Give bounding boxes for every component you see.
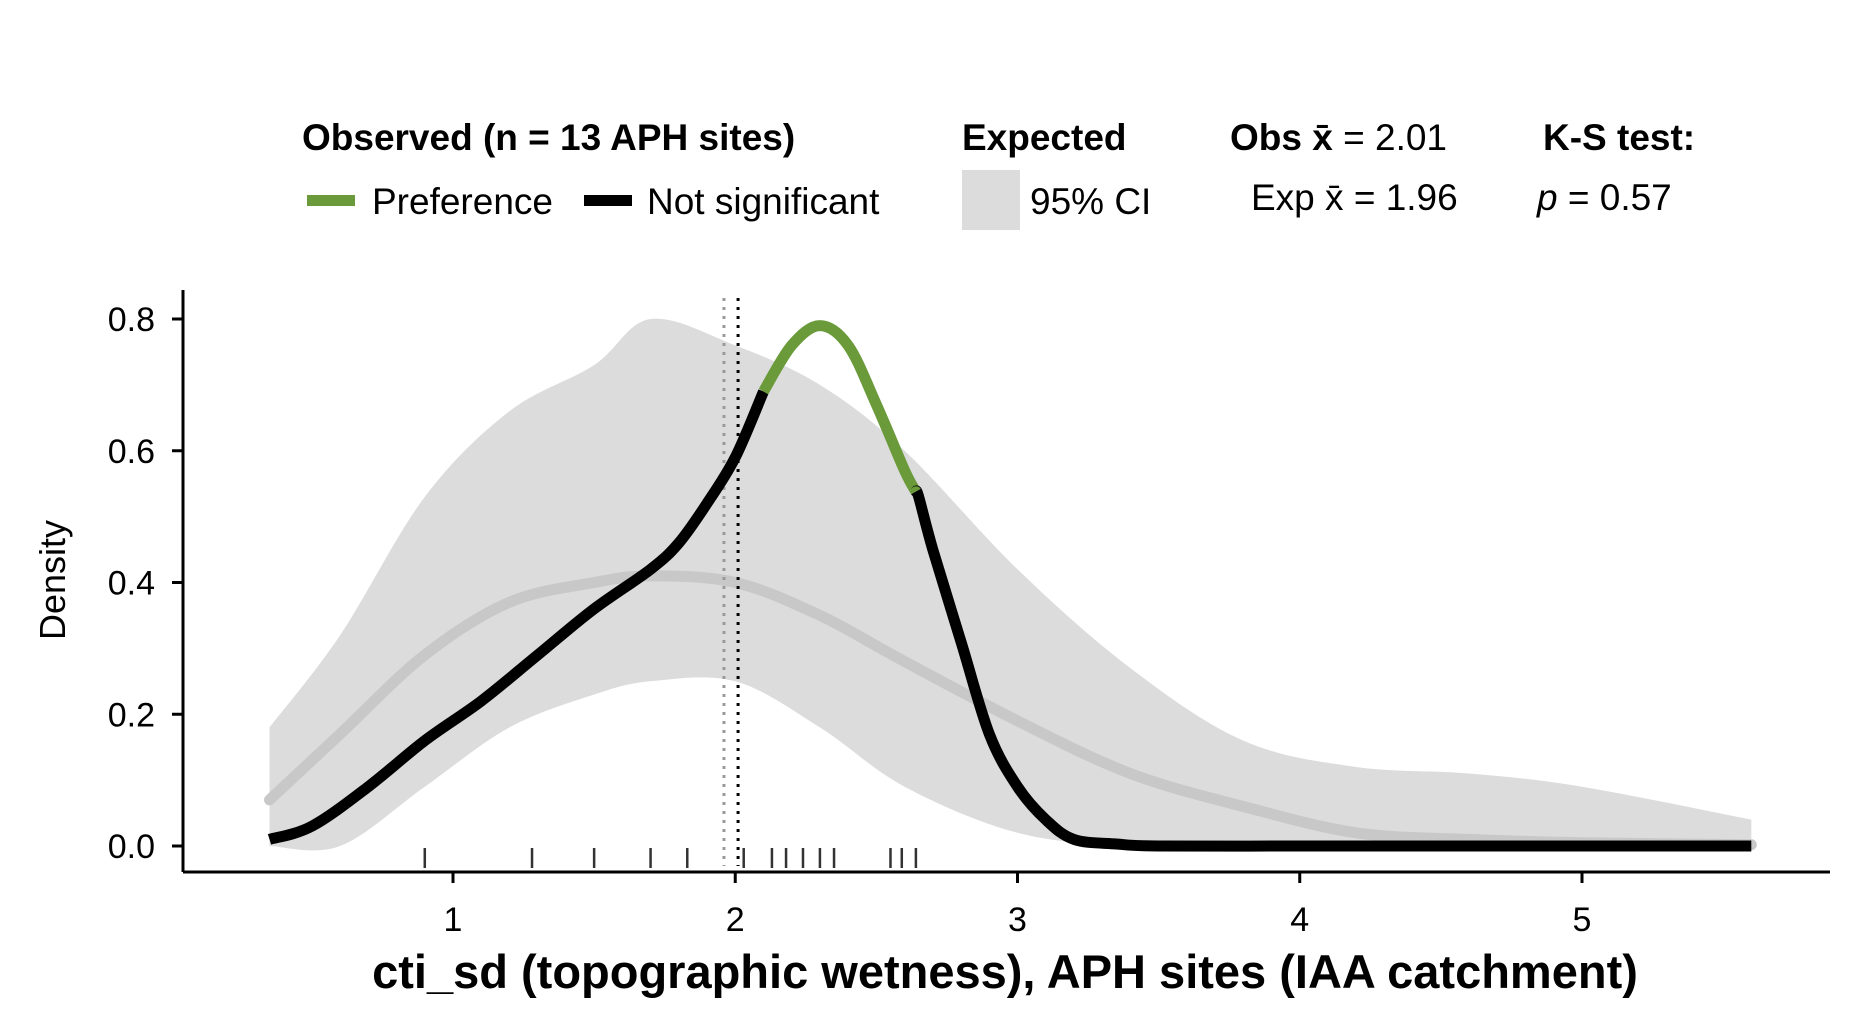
legend-exp-mean: Exp x̄ = 1.96 (1251, 177, 1458, 218)
x-tick-label-0: 1 (444, 901, 463, 939)
plot-area (264, 298, 1757, 868)
x-axis-title: cti_sd (topographic wetness), APH sites … (372, 945, 1638, 998)
legend-ks-title: K-S test: (1543, 117, 1695, 158)
y-tick-label-0: 0.0 (108, 828, 155, 866)
y-tick-label-2: 0.4 (108, 565, 155, 603)
axes: 0.0 0.2 0.4 0.6 0.8 1 2 3 4 5 (108, 290, 1830, 939)
legend-observed-title: Observed (n = 13 APH sites) (302, 117, 795, 158)
legend: Observed (n = 13 APH sites) Preference N… (302, 117, 1695, 230)
y-axis-title: Density (32, 520, 73, 640)
observed-line-not-significant-left (267, 389, 769, 845)
y-tick-label-4: 0.8 (108, 301, 155, 339)
legend-not-significant-label: Not significant (647, 181, 880, 222)
legend-ci-label: 95% CI (1030, 181, 1151, 222)
y-tick-label-1: 0.2 (108, 696, 155, 734)
legend-expected-title: Expected (962, 117, 1127, 158)
legend-obs-mean: Obs x̄ = 2.01 (1230, 117, 1447, 158)
expected-mean-line (264, 570, 1757, 851)
observed-line-not-significant-right (910, 485, 1752, 852)
legend-preference-label: Preference (372, 181, 553, 222)
legend-preference-swatch (307, 195, 355, 206)
ks-p-symbol: p (1536, 177, 1558, 218)
x-tick-label-3: 4 (1290, 901, 1309, 939)
legend-ci-swatch (962, 170, 1020, 230)
x-tick-label-2: 3 (1008, 901, 1027, 939)
x-tick-label-4: 5 (1573, 901, 1592, 939)
legend-ks-p: p = 0.57 (1536, 177, 1672, 218)
ks-p-value: = 0.57 (1558, 177, 1672, 218)
observed-line-preference (758, 320, 921, 495)
x-tick-label-1: 2 (726, 901, 745, 939)
ci-band (269, 318, 1752, 851)
y-tick-label-3: 0.6 (108, 433, 155, 471)
legend-not-significant-swatch (584, 195, 632, 206)
